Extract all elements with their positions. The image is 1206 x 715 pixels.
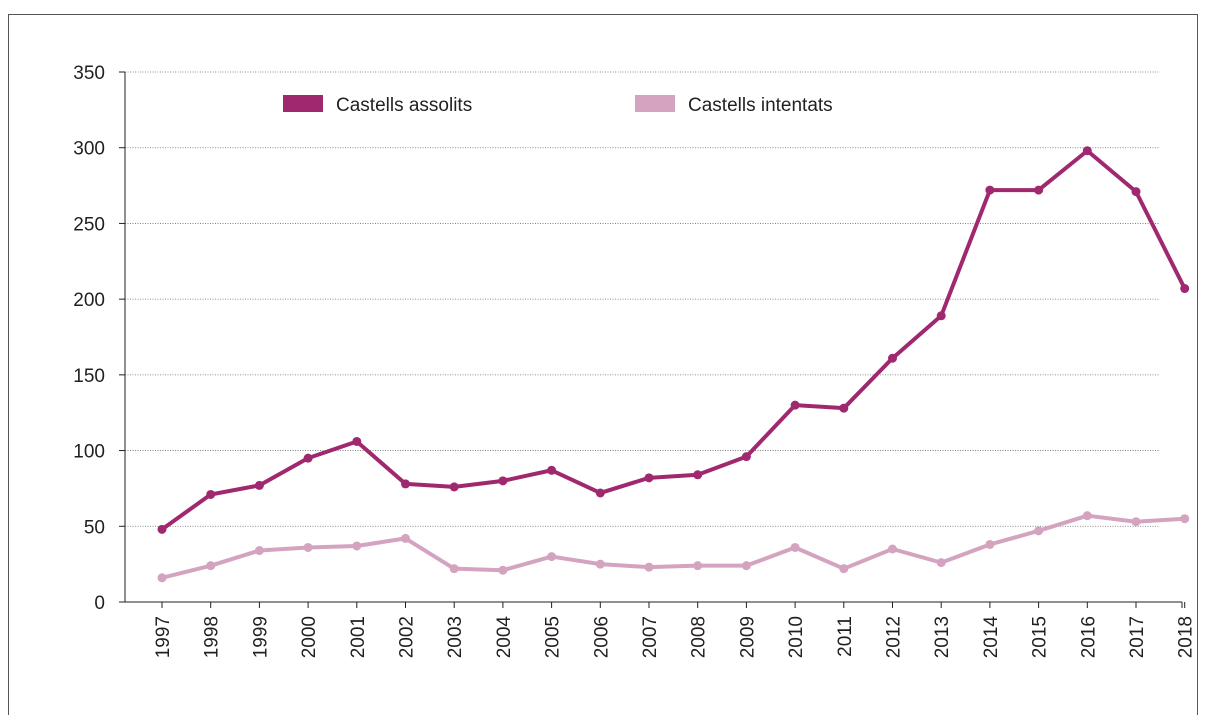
data-point <box>1180 514 1190 524</box>
y-tick-label: 0 <box>94 593 105 614</box>
legend: Castells assolits Castells intentats <box>283 95 833 116</box>
data-point <box>790 400 800 410</box>
x-tick-label: 2008 <box>689 616 710 658</box>
data-point <box>839 564 849 574</box>
data-point <box>206 489 216 499</box>
x-tick-label: 2018 <box>1176 616 1197 658</box>
data-point <box>449 482 459 492</box>
data-point <box>1131 517 1141 527</box>
gridlines <box>125 71 1160 527</box>
data-point <box>693 561 703 571</box>
legend-swatch <box>283 95 323 112</box>
data-point <box>644 473 654 483</box>
x-tick-label: 2014 <box>981 616 1002 659</box>
data-point <box>888 544 897 554</box>
x-tick-label: 2000 <box>299 616 320 658</box>
y-tick-label: 250 <box>73 214 105 235</box>
x-tick-label: 2011 <box>835 616 856 657</box>
data-point <box>401 479 410 489</box>
y-tick-label: 200 <box>73 290 105 311</box>
data-point <box>1034 185 1044 195</box>
x-tick-label: 2004 <box>494 616 515 659</box>
legend-label: Castells intentats <box>688 95 833 116</box>
data-point <box>985 539 995 549</box>
data-point <box>303 542 313 552</box>
x-tick-label: 2007 <box>640 616 661 658</box>
data-point <box>693 470 703 480</box>
chart-frame <box>8 14 1198 715</box>
data-point <box>157 524 167 534</box>
y-tick-label: 150 <box>73 366 105 387</box>
x-tick-label: 2010 <box>786 616 807 658</box>
y-tick-label: 300 <box>73 139 105 160</box>
data-point <box>1131 187 1141 197</box>
y-tick-label: 350 <box>73 63 105 84</box>
axes <box>124 72 1182 603</box>
x-tick-label: 2002 <box>397 616 418 658</box>
data-point <box>254 546 264 556</box>
x-tick-label: 1997 <box>153 616 174 658</box>
data-point <box>741 561 751 571</box>
x-tick-label: 2012 <box>884 616 905 658</box>
x-tick-label: 1999 <box>250 616 271 658</box>
x-tick-label: 1998 <box>202 616 223 658</box>
data-point <box>1082 146 1092 156</box>
x-tick-label: 2003 <box>445 616 466 658</box>
data-point <box>157 573 167 583</box>
data-point <box>547 552 557 562</box>
x-tick-label: 2017 <box>1127 616 1148 658</box>
data-point <box>985 185 995 195</box>
data-point <box>936 311 946 321</box>
data-point <box>741 452 751 462</box>
data-point <box>839 403 849 413</box>
data-point <box>595 559 605 569</box>
x-tick-label: 2009 <box>737 616 758 658</box>
x-tick-label: 2013 <box>932 616 953 658</box>
data-point <box>254 480 264 490</box>
data-point <box>449 564 459 574</box>
data-point <box>206 561 216 571</box>
series-line <box>160 513 1187 580</box>
data-point <box>352 436 362 446</box>
data-point <box>547 465 557 475</box>
legend-label: Castells assolits <box>336 95 472 116</box>
x-tick-label: 2006 <box>591 616 612 658</box>
x-tick-label: 2016 <box>1078 616 1099 658</box>
x-axis-ticks: 1997 1998 1999 2000 2001 2002 2003 2004 2005 2006… <box>153 602 1197 658</box>
data-point <box>401 533 410 543</box>
data-point <box>644 562 654 572</box>
data-point <box>498 476 508 486</box>
x-tick-label: 2015 <box>1030 616 1051 658</box>
y-axis-ticks: 0 50 100 150 200 250 300 350 <box>73 63 125 614</box>
data-point <box>936 558 946 568</box>
y-tick-label: 50 <box>84 517 105 538</box>
y-tick-label: 100 <box>73 442 105 463</box>
data-point <box>352 541 362 551</box>
data-point <box>1082 511 1092 521</box>
legend-swatch <box>635 95 675 112</box>
data-point <box>595 488 605 498</box>
data-point <box>303 453 313 463</box>
x-tick-label: 2005 <box>543 616 564 658</box>
data-point <box>790 542 800 552</box>
x-tick-label: 2001 <box>348 616 369 658</box>
series-line <box>160 148 1187 532</box>
data-point <box>1034 526 1044 536</box>
data-point <box>498 565 508 575</box>
data-point <box>1180 284 1190 294</box>
series-lines <box>157 146 1190 583</box>
data-point <box>888 353 897 363</box>
